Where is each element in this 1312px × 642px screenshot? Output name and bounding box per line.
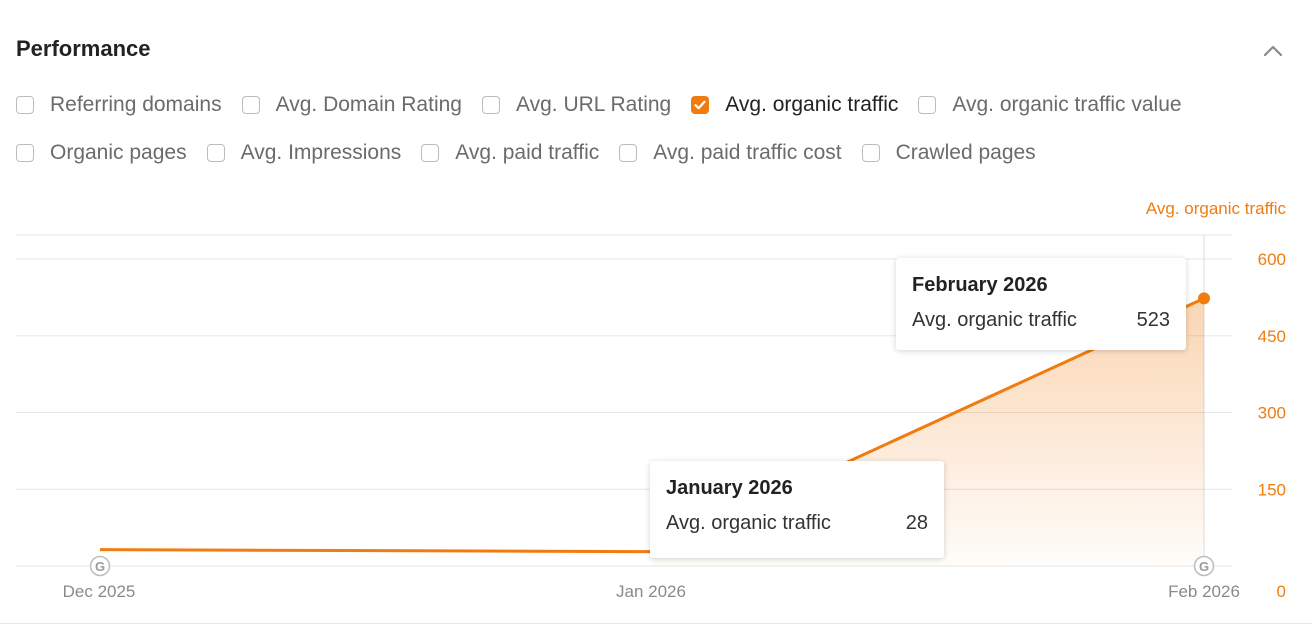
filter-crawled-pages[interactable]: Crawled pages xyxy=(861,141,1036,165)
checkbox[interactable] xyxy=(241,96,260,114)
checkbox[interactable] xyxy=(861,144,880,162)
filter-organic-pages[interactable]: Organic pages xyxy=(16,141,187,165)
y-axis-title: Avg. organic traffic xyxy=(1146,199,1287,218)
metric-filters-row-1: Referring domains Avg. Domain Rating Avg. … xyxy=(16,88,1306,122)
tooltip-metric-value: 523 xyxy=(1136,309,1170,331)
filter-avg-paid-traffic-cost[interactable]: Avg. paid traffic cost xyxy=(619,141,842,165)
y-tick-label: 450 xyxy=(1258,327,1286,346)
chevron-up-icon xyxy=(1263,45,1283,57)
filter-avg-paid-traffic[interactable]: Avg. paid traffic xyxy=(421,141,599,165)
y-tick-label: 150 xyxy=(1258,480,1286,499)
tooltip-title: February 2026 xyxy=(912,274,1048,296)
metric-filters-row-2: Organic pages Avg. Impressions Avg. paid t… xyxy=(16,136,1306,170)
collapse-button[interactable] xyxy=(1260,38,1286,64)
filter-label: Avg. Impressions xyxy=(240,141,402,164)
filter-label: Avg. URL Rating xyxy=(515,93,672,116)
x-tick-label: Feb 2026 xyxy=(1168,582,1240,601)
checkbox[interactable] xyxy=(481,96,500,114)
y-tick-label: 600 xyxy=(1258,250,1286,269)
checkbox-checked[interactable] xyxy=(691,96,710,114)
section-divider xyxy=(0,623,1312,624)
filter-avg-domain-rating[interactable]: Avg. Domain Rating xyxy=(241,93,462,117)
checkbox[interactable] xyxy=(16,144,34,162)
y-tick-label: 300 xyxy=(1258,404,1286,423)
filter-referring-domains[interactable]: Referring domains xyxy=(16,93,222,117)
tooltip-metric-label: Avg. organic traffic xyxy=(666,512,831,534)
checkbox[interactable] xyxy=(206,144,225,162)
filter-label: Avg. organic traffic xyxy=(725,93,899,116)
data-point xyxy=(1198,292,1210,305)
x-tick-label: Dec 2025 xyxy=(63,582,136,601)
filter-label: Avg. Domain Rating xyxy=(275,93,462,116)
tooltip-metric-value: 28 xyxy=(905,512,928,534)
filter-label: Organic pages xyxy=(50,141,187,164)
filter-label: Referring domains xyxy=(50,93,222,116)
checkbox[interactable] xyxy=(421,144,440,162)
filter-label: Avg. organic traffic value xyxy=(952,93,1182,116)
google-update-icon-glyph: G xyxy=(1199,559,1209,574)
filter-label: Crawled pages xyxy=(895,141,1036,164)
y-tick-label: 0 xyxy=(1277,582,1286,601)
x-tick-label: Jan 2026 xyxy=(616,582,686,601)
filter-label: Avg. paid traffic cost xyxy=(653,141,842,164)
filter-avg-organic-traffic-value[interactable]: Avg. organic traffic value xyxy=(918,93,1182,117)
google-update-icon-glyph: G xyxy=(95,559,105,574)
checkbox[interactable] xyxy=(619,144,638,162)
google-update-icon xyxy=(1193,555,1215,577)
checkbox[interactable] xyxy=(16,96,34,114)
filter-label: Avg. paid traffic xyxy=(455,141,600,164)
checkbox[interactable] xyxy=(918,96,937,114)
check-icon xyxy=(694,100,706,110)
google-update-icon xyxy=(89,555,111,577)
tooltip-title: January 2026 xyxy=(666,477,793,499)
filter-avg-url-rating[interactable]: Avg. URL Rating xyxy=(481,93,672,117)
filter-avg-impressions[interactable]: Avg. Impressions xyxy=(206,141,402,165)
tooltip-metric-label: Avg. organic traffic xyxy=(912,309,1077,331)
filter-avg-organic-traffic[interactable]: Avg. organic traffic xyxy=(691,93,898,117)
section-title: Performance xyxy=(16,36,151,61)
tooltip-february: February 2026 Avg. organic traffic 523 xyxy=(896,258,1186,350)
tooltip-january: January 2026 Avg. organic traffic 28 xyxy=(650,461,944,558)
